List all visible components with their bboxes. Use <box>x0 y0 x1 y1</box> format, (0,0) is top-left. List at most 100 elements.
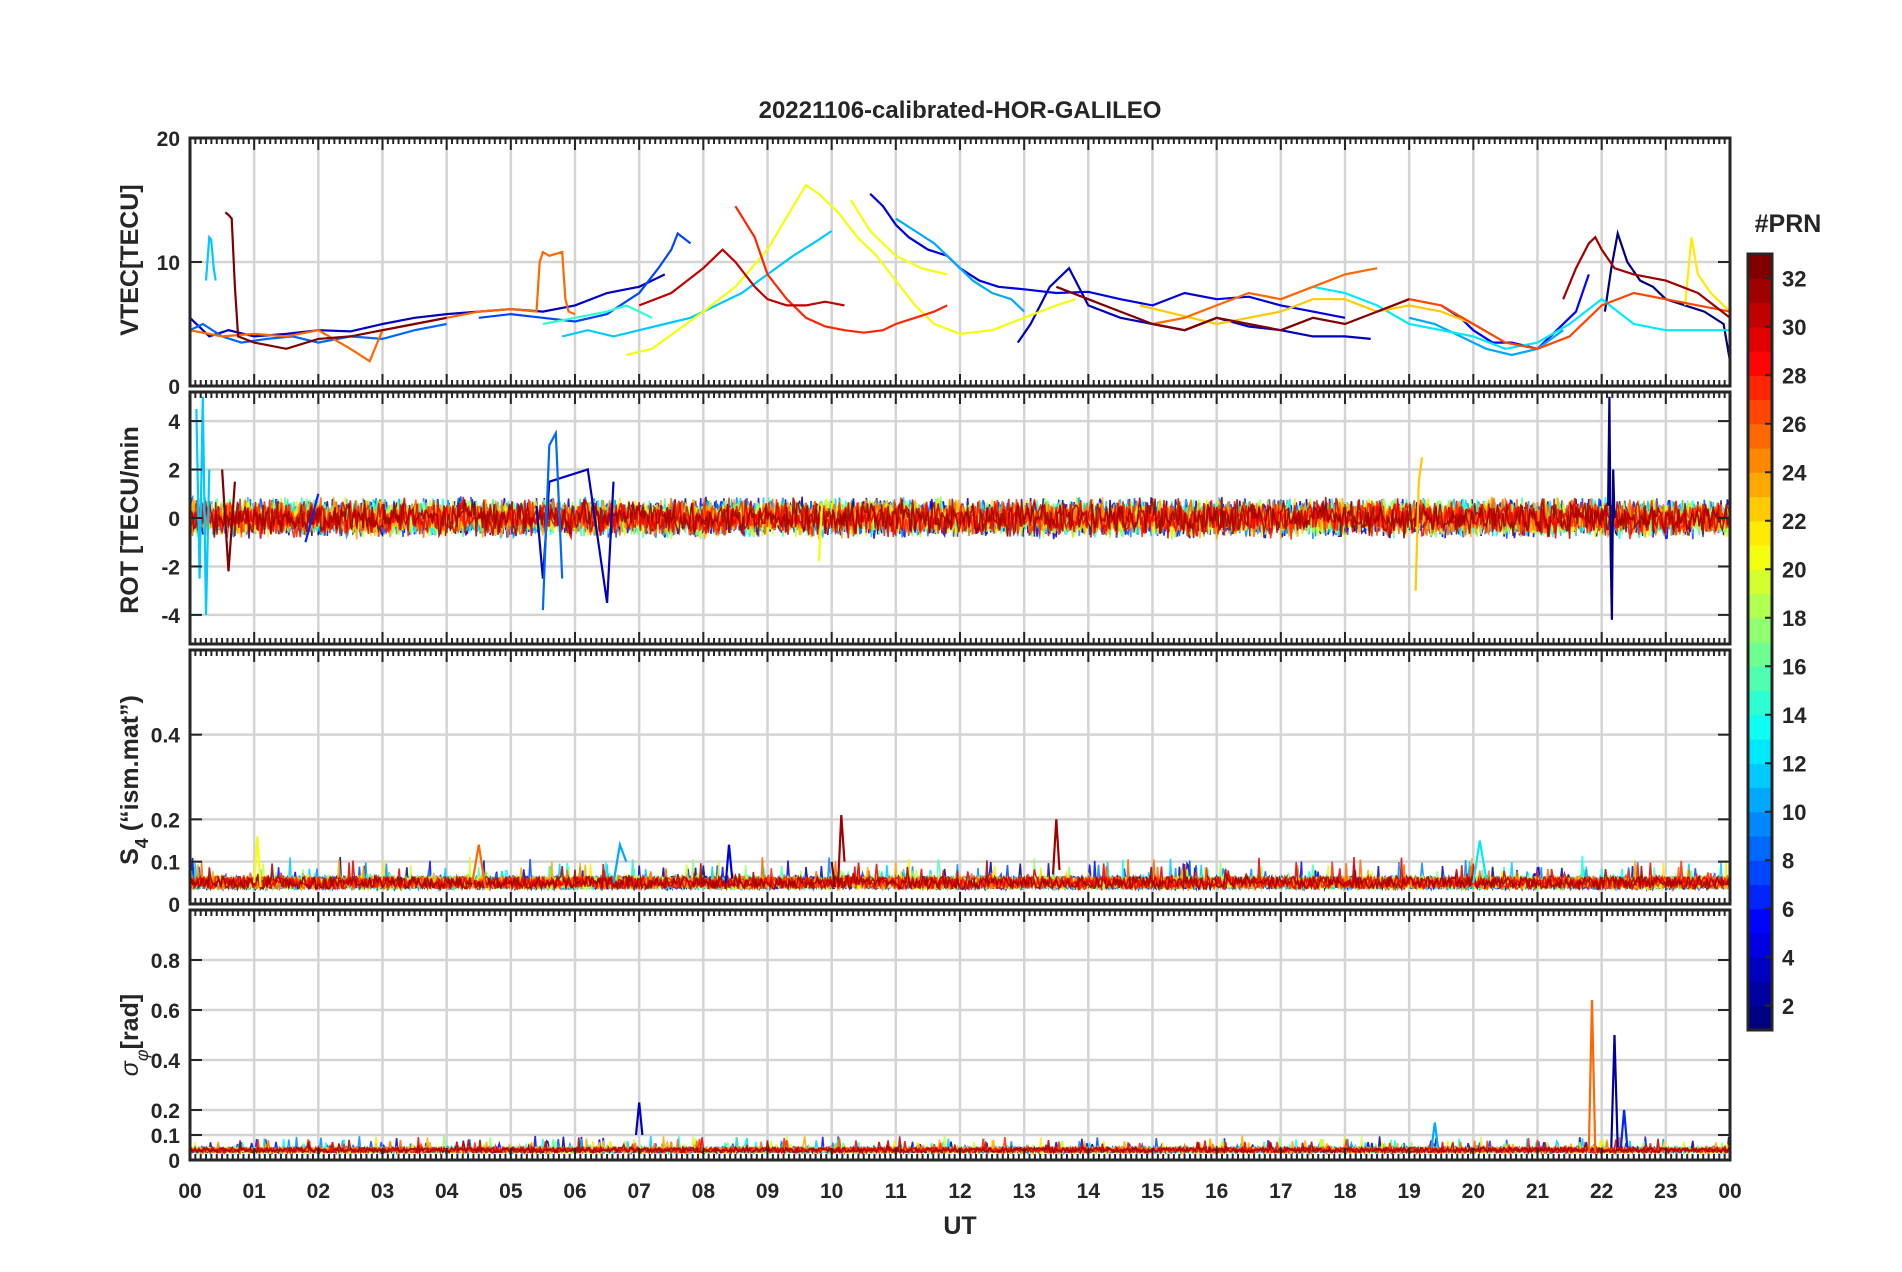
panel-vtec: 0 10 20 VTEC[TECU] <box>116 128 1732 399</box>
series-prn-5 <box>1440 274 1590 351</box>
y-axis-label: S4 (“ism.mat”) <box>116 695 152 865</box>
x-tick-label: 21 <box>1526 1180 1550 1203</box>
colorbar-bin <box>1748 593 1772 619</box>
series-prn-10 <box>1430 1122 1440 1148</box>
x-tick-label: 04 <box>435 1180 459 1203</box>
series-prn-2 <box>1610 1034 1619 1148</box>
series-prn-25 <box>471 844 487 888</box>
series-prn-4 <box>869 193 1346 319</box>
x-tick-label: 16 <box>1205 1180 1228 1203</box>
colorbar-bin <box>1748 1005 1772 1031</box>
colorbar-bin <box>1748 860 1772 886</box>
series-prn-26 <box>1376 291 1730 350</box>
colorbar-bin <box>1748 617 1772 643</box>
series-prn-22 <box>1414 457 1424 591</box>
series-prn-31 <box>837 815 846 883</box>
y-tick-label: 0.8 <box>151 950 181 973</box>
noise-trace <box>190 857 1730 892</box>
panel-sigma_phi: 00.10.2 0.4 0.6 0.8 σφ[rad] <box>116 908 1732 1173</box>
series-prn-20 <box>253 836 262 888</box>
x-tick-label: 03 <box>371 1180 394 1203</box>
colorbar-tick-label: 16 <box>1782 654 1806 679</box>
y-axis-label: ROT [TECU/min <box>116 426 144 614</box>
series-prn-20 <box>849 199 948 276</box>
colorbar-tick-label: 6 <box>1782 897 1794 922</box>
colorbar-bin <box>1748 448 1772 473</box>
figure-title: 20221106-calibrated-HOR-GALILEO <box>759 97 1162 124</box>
colorbar-bin <box>1748 666 1772 692</box>
series-prn-14 <box>542 304 653 326</box>
y-tick-label: 0.6 <box>151 1000 180 1023</box>
panel-rot: -4 -2 0 2 4 ROT [TECU/min <box>116 390 1732 646</box>
colorbar-tick-label: 4 <box>1782 945 1795 970</box>
noise-trace <box>190 496 1730 539</box>
colorbar-bin <box>1748 642 1772 667</box>
x-tick-label: 01 <box>242 1180 266 1203</box>
colorbar-bin <box>1748 254 1772 279</box>
colorbar-tick-label: 10 <box>1782 800 1806 825</box>
colorbar-bin <box>1748 302 1772 328</box>
y-tick-label: 0 <box>168 1150 180 1173</box>
colorbar-tick-label: 20 <box>1782 557 1806 582</box>
colorbar-bin <box>1748 763 1772 789</box>
y-tick-label: -2 <box>161 556 180 579</box>
colorbar-bin <box>1748 957 1772 983</box>
series-prn-32 <box>830 861 836 888</box>
y-tick-label: 0.2 <box>151 1100 180 1123</box>
series-prn-8 <box>190 322 447 344</box>
y-tick-label: -4 <box>161 605 180 628</box>
x-tick-label: 23 <box>1654 1180 1677 1203</box>
colorbar-bin <box>1748 787 1772 813</box>
colorbar-tick-label: 22 <box>1782 509 1806 534</box>
colorbar-bin <box>1748 326 1772 352</box>
series-prn-25 <box>190 250 576 363</box>
x-tick-label: 20 <box>1462 1180 1485 1203</box>
x-tick-label: 07 <box>627 1180 650 1203</box>
colorbar-bin <box>1748 375 1772 401</box>
series-prn-6 <box>304 493 320 543</box>
colorbar-bin <box>1748 569 1772 595</box>
series-group <box>190 183 1730 363</box>
series-prn-20 <box>626 183 1076 357</box>
colorbar-frame <box>1746 252 1774 1032</box>
y-tick-label: 0.4 <box>151 725 181 748</box>
series-prn-10 <box>895 217 1025 313</box>
series-prn-10 <box>612 840 628 883</box>
series-prn-32 <box>224 211 447 350</box>
series-prn-12 <box>1472 840 1488 883</box>
series-prn-32 <box>221 469 236 572</box>
colorbar-tick-label: 12 <box>1782 751 1806 776</box>
x-tick-label: 19 <box>1397 1180 1420 1203</box>
colorbar-bin <box>1748 520 1772 546</box>
series-prn-8 <box>541 429 564 611</box>
colorbar-bin <box>1748 908 1772 934</box>
colorbar-tick-label: 2 <box>1782 994 1794 1019</box>
x-tick-label: 06 <box>563 1180 586 1203</box>
colorbar-bin <box>1748 545 1772 570</box>
x-tick-label: 02 <box>307 1180 330 1203</box>
colorbar-tick-label: 24 <box>1782 460 1807 485</box>
y-tick-label: 0.4 <box>151 1050 181 1073</box>
series-prn-25 <box>1587 999 1597 1153</box>
colorbar-bin <box>1748 714 1772 740</box>
y-tick-label: 0.2 <box>151 809 180 832</box>
x-tick-label: 17 <box>1269 1180 1292 1203</box>
colorbar-bin <box>1748 278 1772 304</box>
x-tick-label: 09 <box>756 1180 779 1203</box>
series-group <box>190 815 1730 893</box>
series-prn-1 <box>1607 396 1616 620</box>
colorbar-bin <box>1748 811 1772 837</box>
x-tick-label: 13 <box>1012 1180 1035 1203</box>
series-prn-27 <box>734 205 948 334</box>
colorbar-bin <box>1748 884 1772 910</box>
colorbar-bin <box>1748 981 1772 1007</box>
series-prn-3 <box>634 1102 644 1136</box>
colorbar-bin <box>1748 423 1772 449</box>
series-prn-32 <box>1055 285 1410 332</box>
x-tick-label: 14 <box>1077 1180 1101 1203</box>
y-axis-label: VTEC[TECU] <box>116 184 144 335</box>
panel-s4: 0 0.1 0.2 0.4S4 (“ism.mat”) <box>116 648 1732 917</box>
series-prn-6 <box>1619 1109 1629 1148</box>
x-tick-label: 22 <box>1590 1180 1613 1203</box>
